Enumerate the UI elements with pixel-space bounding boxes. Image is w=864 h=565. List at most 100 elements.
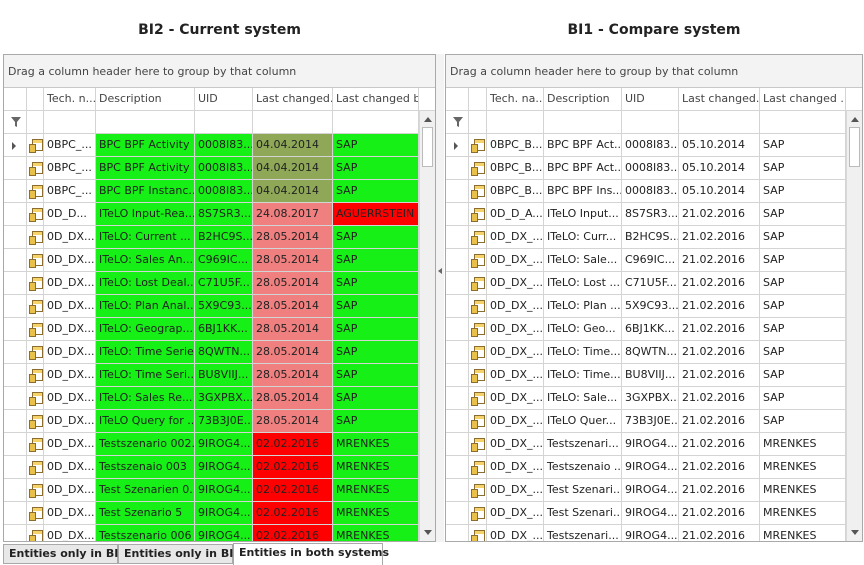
grid-cell[interactable]: 02.02.2016 <box>253 433 333 456</box>
grid-cell[interactable]: ITeLO Input... <box>544 203 622 226</box>
grid-cell[interactable]: ITeLO: Sale... <box>544 387 622 410</box>
scroll-thumb[interactable] <box>849 127 860 167</box>
grid-cell[interactable]: 0D_DX_... <box>487 318 544 341</box>
column-header[interactable]: Description <box>96 88 195 111</box>
grid-cell[interactable]: ITeLO: Geograp... <box>96 318 195 341</box>
grid-cell[interactable]: 5X9C93... <box>622 295 679 318</box>
grid-cell[interactable]: 21.02.2016 <box>679 272 760 295</box>
grid-cell[interactable]: Testszenario 002... <box>96 433 195 456</box>
grid-cell[interactable]: 0008I83... <box>622 157 679 180</box>
filter-cell[interactable] <box>622 111 679 134</box>
grid-cell[interactable]: BPC BPF Activity ... <box>96 134 195 157</box>
grid-cell[interactable]: SAP <box>760 410 846 433</box>
grid-cell[interactable]: 21.02.2016 <box>679 226 760 249</box>
grid-cell[interactable]: MRENKES <box>333 433 419 456</box>
grid-cell[interactable]: 0D_DX... <box>44 456 96 479</box>
grid-cell[interactable]: 0D_DX... <box>44 226 96 249</box>
grid-cell[interactable]: 21.02.2016 <box>679 249 760 272</box>
column-header[interactable]: Last changed... <box>253 88 333 111</box>
grid-cell[interactable]: ITeLO Quer... <box>544 410 622 433</box>
column-header[interactable]: Tech. na... <box>487 88 544 111</box>
grid-cell[interactable]: 0D_DX_... <box>487 226 544 249</box>
grid-cell[interactable]: 0D_DX... <box>44 479 96 502</box>
grid-cell[interactable]: Test Szenario 5 <box>96 502 195 525</box>
grid-cell[interactable]: 28.05.2014 <box>253 226 333 249</box>
grid-cell[interactable]: 21.02.2016 <box>679 433 760 456</box>
grid-cell[interactable]: 04.04.2014 <box>253 180 333 203</box>
grid-cell[interactable]: 9IROG4... <box>195 433 253 456</box>
grid-cell[interactable]: SAP <box>760 249 846 272</box>
grid-cell[interactable]: 0D_DX_... <box>487 456 544 479</box>
grid-cell[interactable]: SAP <box>760 341 846 364</box>
grid-cell[interactable]: 0D_DX_... <box>487 272 544 295</box>
grid-cell[interactable]: 0D_DX... <box>44 364 96 387</box>
grid-cell[interactable]: MRENKES <box>333 525 419 541</box>
scroll-up[interactable] <box>851 117 859 122</box>
grid-cell[interactable]: 9IROG4... <box>622 479 679 502</box>
grid-cell[interactable]: 02.02.2016 <box>253 525 333 541</box>
grid-cell[interactable]: 9IROG4... <box>195 479 253 502</box>
grid-cell[interactable]: 28.05.2014 <box>253 387 333 410</box>
grid-cell[interactable]: ITeLO: Time... <box>544 364 622 387</box>
grid-cell[interactable]: C71U5F... <box>622 272 679 295</box>
scrollbar[interactable] <box>419 111 435 541</box>
tab[interactable]: Entities only in BI1 <box>118 544 241 564</box>
grid-cell[interactable]: 0BPC_... <box>44 180 96 203</box>
grid-cell[interactable]: 0D_DX_... <box>487 525 544 541</box>
grid-cell[interactable]: 28.05.2014 <box>253 341 333 364</box>
grid-cell[interactable]: 0D_DX... <box>44 410 96 433</box>
filter-cell[interactable] <box>760 111 846 134</box>
grid-cell[interactable]: C969IC... <box>622 249 679 272</box>
grid-cell[interactable]: 73B3J0E... <box>622 410 679 433</box>
filter-cell[interactable] <box>195 111 253 134</box>
grid-cell[interactable]: C71U5F... <box>195 272 253 295</box>
grid-cell[interactable]: 05.10.2014 <box>679 134 760 157</box>
grid-cell[interactable]: ITeLO Input-Rea... <box>96 203 195 226</box>
grid-cell[interactable]: 0D_DX... <box>44 272 96 295</box>
grid-cell[interactable]: 0D_DX_... <box>487 249 544 272</box>
grid-cell[interactable]: 21.02.2016 <box>679 456 760 479</box>
grid-cell[interactable]: 0D_D... <box>44 203 96 226</box>
grid-cell[interactable]: 21.02.2016 <box>679 387 760 410</box>
grid-cell[interactable]: 6BJ1KK... <box>622 318 679 341</box>
grid-cell[interactable]: BPC BPF Act... <box>544 134 622 157</box>
grid-cell[interactable]: 04.04.2014 <box>253 134 333 157</box>
grid-cell[interactable]: 21.02.2016 <box>679 295 760 318</box>
grid-cell[interactable]: SAP <box>760 157 846 180</box>
grid-cell[interactable]: ITeLO: Plan ... <box>544 295 622 318</box>
grid-cell[interactable]: SAP <box>760 134 846 157</box>
grid-cell[interactable]: 02.02.2016 <box>253 456 333 479</box>
filter-cell[interactable] <box>544 111 622 134</box>
grid-cell[interactable]: 0D_DX... <box>44 525 96 541</box>
grid-cell[interactable]: 73B3J0E... <box>195 410 253 433</box>
grid-cell[interactable]: 9IROG4... <box>622 433 679 456</box>
grid-cell[interactable]: 21.02.2016 <box>679 502 760 525</box>
grid-cell[interactable]: 9IROG4... <box>622 525 679 541</box>
grid-cell[interactable]: MRENKES <box>760 456 846 479</box>
grid-cell[interactable]: Testszenari... <box>544 433 622 456</box>
grid-cell[interactable]: SAP <box>760 180 846 203</box>
grid-cell[interactable]: ITeLO: Geo... <box>544 318 622 341</box>
grid-cell[interactable]: SAP <box>333 226 419 249</box>
filter-cell[interactable] <box>487 111 544 134</box>
grid-cell[interactable]: BU8VIIJ... <box>195 364 253 387</box>
grid-cell[interactable]: 0008I83... <box>622 134 679 157</box>
column-header[interactable]: UID <box>195 88 253 111</box>
grid-cell[interactable]: SAP <box>333 134 419 157</box>
grid-cell[interactable]: 8S7SR3... <box>622 203 679 226</box>
grid-cell[interactable]: 0D_DX... <box>44 249 96 272</box>
grid-cell[interactable]: 04.04.2014 <box>253 157 333 180</box>
grid-cell[interactable]: 02.02.2016 <box>253 479 333 502</box>
grid-cell[interactable]: Test Szenarien 0... <box>96 479 195 502</box>
grid-cell[interactable]: ITeLO: Time... <box>544 341 622 364</box>
grid-cell[interactable]: ITeLO: Curr... <box>544 226 622 249</box>
grid-cell[interactable]: 21.02.2016 <box>679 318 760 341</box>
grid-cell[interactable]: SAP <box>760 272 846 295</box>
grid-cell[interactable]: 0D_DX... <box>44 318 96 341</box>
grid-cell[interactable]: 21.02.2016 <box>679 410 760 433</box>
grid-cell[interactable]: 0D_DX... <box>44 502 96 525</box>
grid-cell[interactable]: 28.05.2014 <box>253 318 333 341</box>
grid-cell[interactable]: SAP <box>333 387 419 410</box>
tab[interactable]: Entities in both systems <box>233 543 389 565</box>
grid-cell[interactable]: BPC BPF Act... <box>544 157 622 180</box>
